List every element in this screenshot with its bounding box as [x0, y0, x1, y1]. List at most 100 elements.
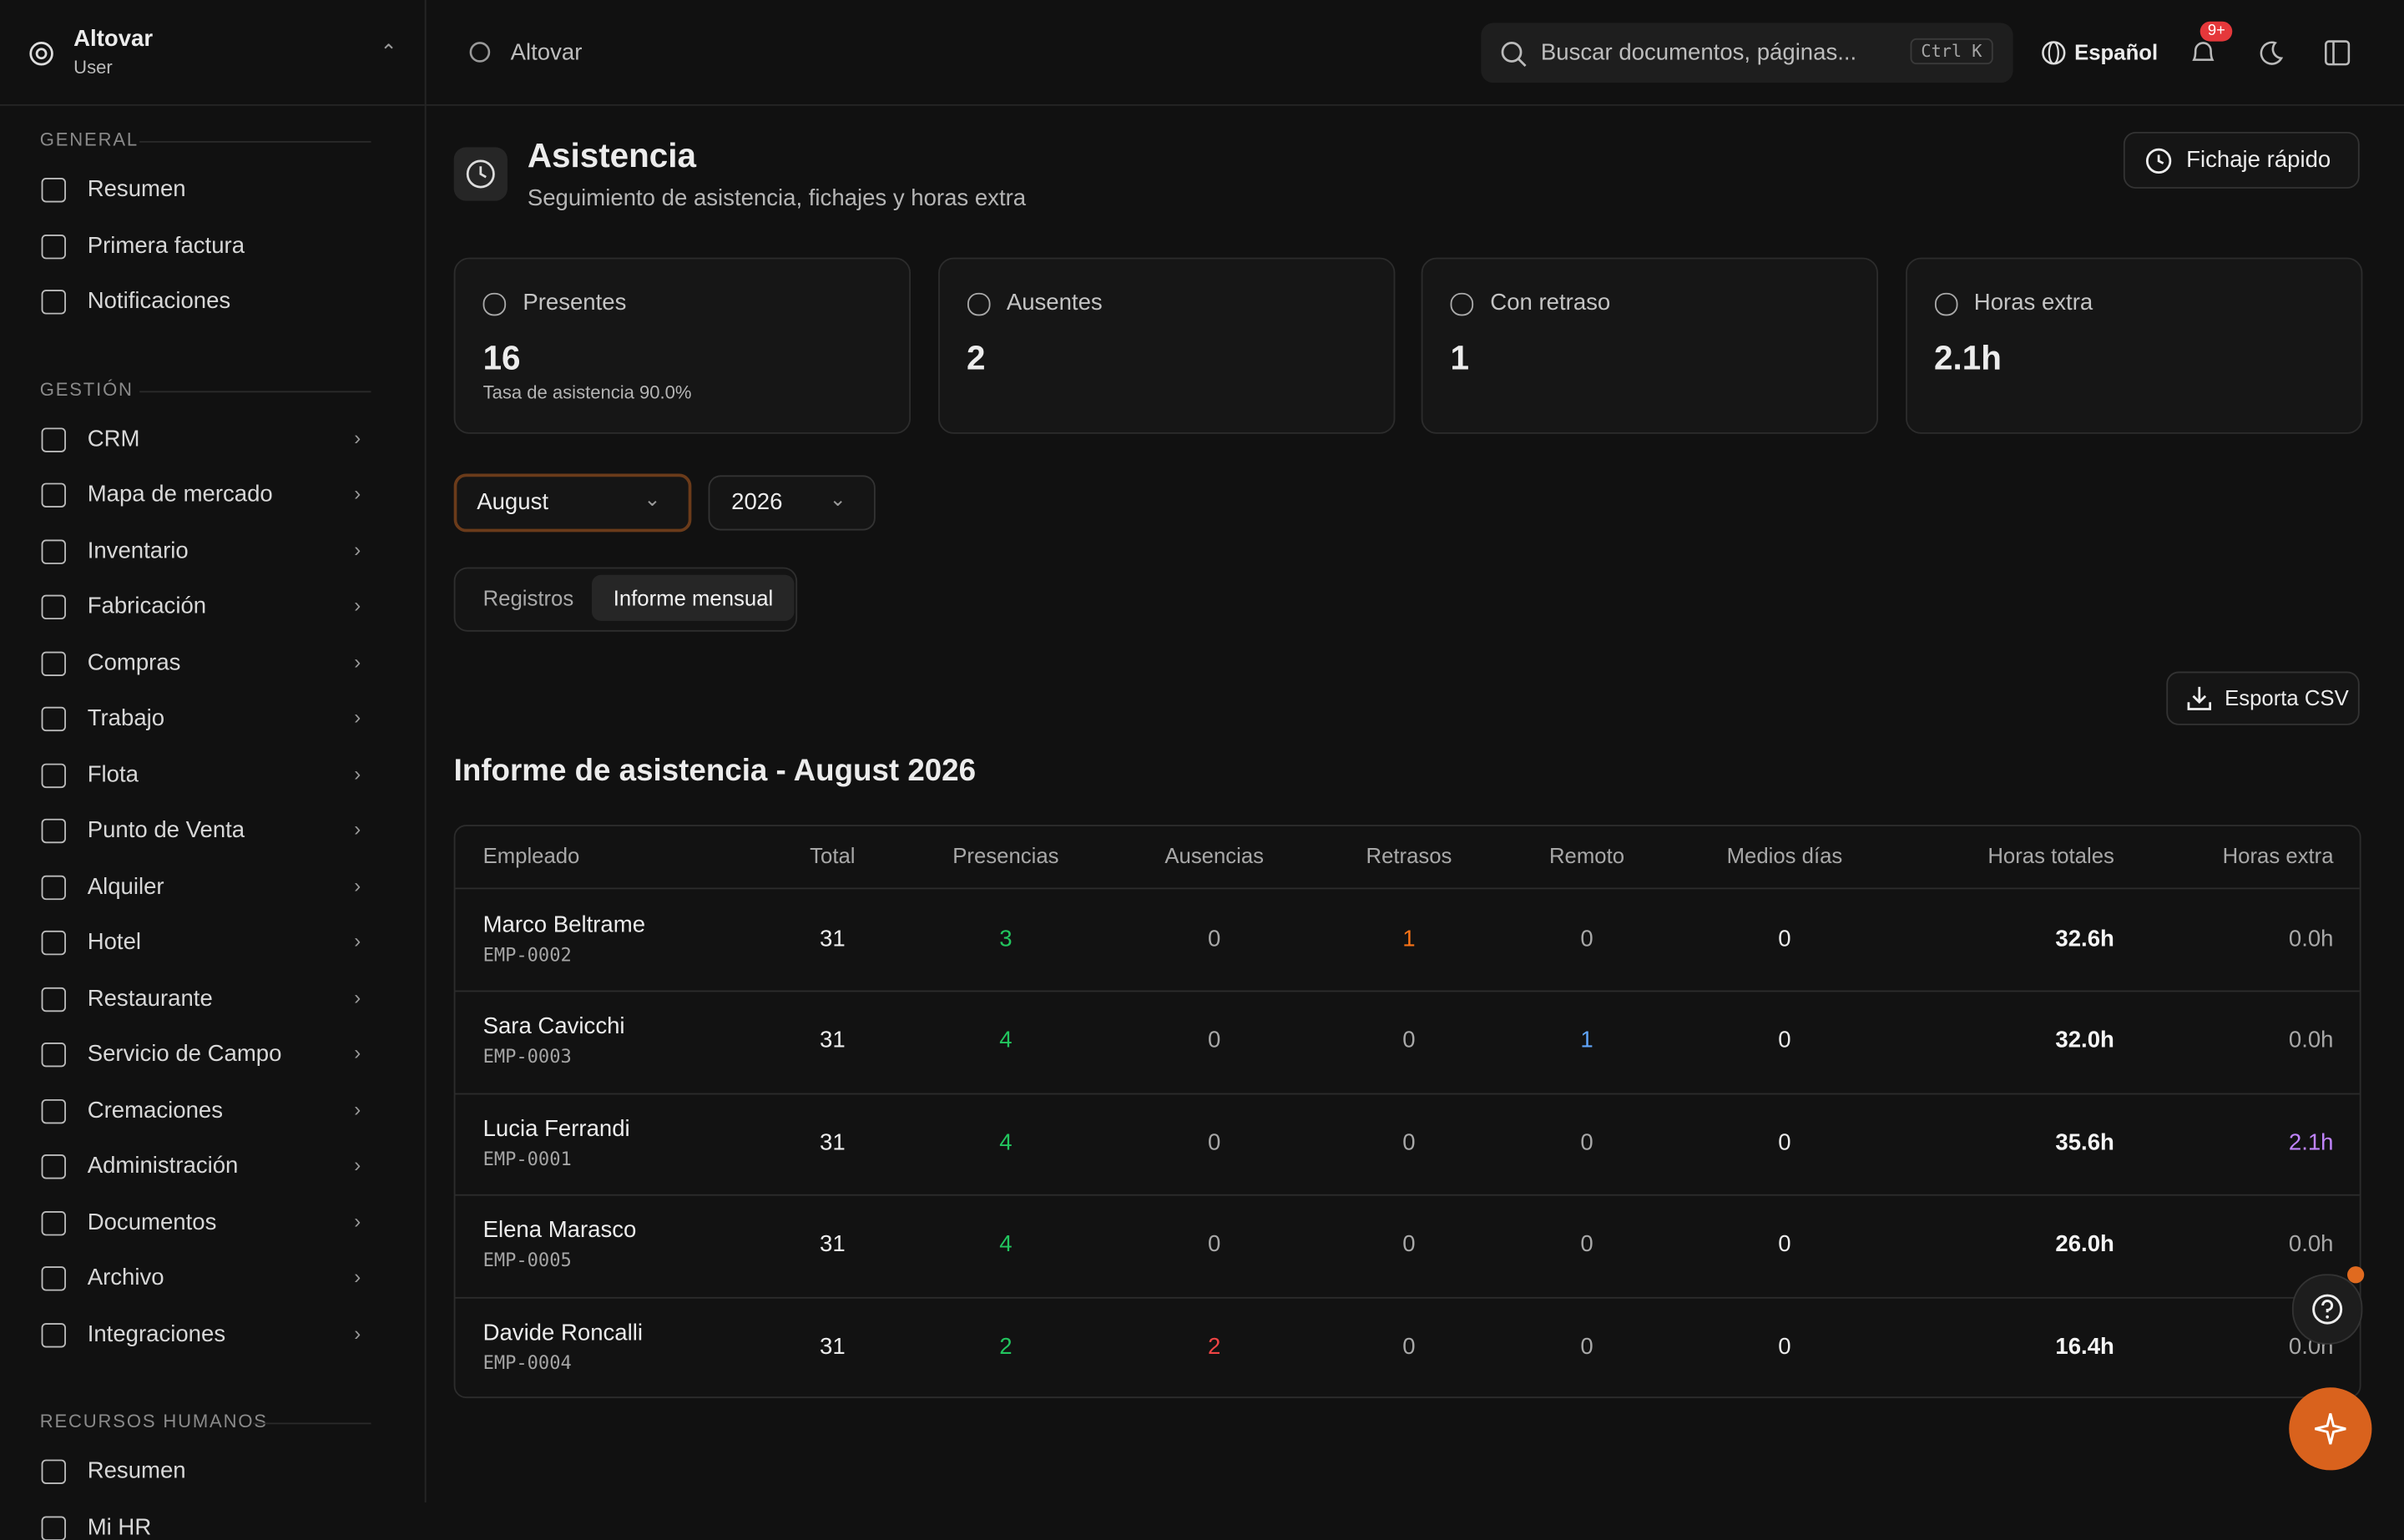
- brand-role: User: [73, 56, 113, 78]
- nav-icon: [41, 1154, 66, 1179]
- chevron: ›: [354, 1097, 361, 1120]
- switch-icon[interactable]: ⌃: [380, 39, 397, 63]
- export-button[interactable]: Esporta CSV: [2166, 671, 2360, 725]
- nav-item[interactable]: Punto de Venta: [87, 816, 245, 844]
- employee-id: EMP-0004: [482, 1351, 572, 1373]
- nav-item[interactable]: Fabricación: [87, 593, 207, 620]
- row-divider: [455, 1194, 2360, 1196]
- nav-icon: [41, 818, 66, 844]
- stat-icon: [1934, 292, 1957, 316]
- search-icon: [1501, 42, 1527, 67]
- nav-item[interactable]: Documentos: [87, 1209, 217, 1235]
- month-value: August: [477, 488, 549, 516]
- nav-item[interactable]: Servicio de Campo: [87, 1041, 282, 1068]
- nav-item[interactable]: Mi HR: [87, 1513, 152, 1540]
- nav-item[interactable]: Compras: [87, 649, 181, 676]
- brand-name: Altovar: [73, 26, 154, 53]
- month-select[interactable]: August ⌄: [453, 473, 692, 533]
- nav-icon: [41, 1459, 66, 1484]
- section-title: RECURSOS HUMANOS: [39, 1410, 268, 1432]
- employee-id: EMP-0005: [482, 1250, 572, 1271]
- stat-icon: [482, 292, 507, 316]
- bell-icon[interactable]: [2189, 38, 2217, 68]
- nav-item[interactable]: Resumen: [87, 1457, 186, 1484]
- table-cell: 0: [1208, 1129, 1221, 1156]
- stat-value: 2: [967, 338, 986, 377]
- year-select[interactable]: 2026 ⌄: [708, 475, 876, 531]
- nav-item[interactable]: Inventario: [87, 537, 189, 564]
- column-header: Total: [810, 843, 856, 868]
- nav-icon: [41, 706, 66, 732]
- nav-item[interactable]: Flota: [87, 760, 139, 788]
- nav-icon: [41, 538, 66, 564]
- ai-button[interactable]: [2289, 1387, 2372, 1471]
- table-cell: 0: [1208, 1231, 1221, 1258]
- nav-item[interactable]: Cremaciones: [87, 1097, 224, 1123]
- chevron: ⌄: [644, 487, 661, 511]
- table-cell: 31: [820, 1129, 846, 1156]
- stat-label: Presentes: [523, 290, 627, 316]
- nav-icon: [41, 986, 66, 1012]
- nav-item[interactable]: Notificaciones: [87, 288, 231, 315]
- nav-item[interactable]: Hotel: [87, 929, 142, 956]
- nav-icon: [41, 1266, 66, 1291]
- search-box[interactable]: Buscar documentos, páginas... Ctrl K: [1481, 23, 2013, 83]
- nav-item[interactable]: CRM: [87, 425, 140, 452]
- employee-name: Sara Cavicchi: [482, 1013, 625, 1041]
- help-button[interactable]: [2291, 1274, 2363, 1345]
- breadcrumb[interactable]: Altovar: [510, 39, 583, 66]
- nav-item[interactable]: Mapa de mercado: [87, 481, 273, 507]
- table-cell: 0.0h: [2288, 1028, 2334, 1054]
- table-cell: 0: [1580, 1231, 1593, 1258]
- section-rule: [253, 1422, 371, 1425]
- chevron: ›: [354, 1320, 361, 1344]
- report-title: Informe de asistencia - August 2026: [453, 754, 977, 789]
- row-divider: [455, 1093, 2360, 1095]
- table-cell: 0: [1208, 926, 1221, 952]
- nav-icon: [41, 482, 66, 507]
- export-label: Esporta CSV: [2225, 685, 2349, 710]
- page-icon: [453, 147, 508, 201]
- nav-item[interactable]: Archivo: [87, 1265, 164, 1291]
- stat-value: 2.1h: [1934, 338, 2002, 377]
- chevron: ›: [354, 873, 361, 896]
- nav-item[interactable]: Alquiler: [87, 873, 164, 900]
- chevron: ›: [354, 649, 361, 673]
- stat-card: Presentes 16 Tasa de asistencia 90.0%: [453, 257, 912, 434]
- table-cell: 0: [1778, 926, 1791, 952]
- panel-icon[interactable]: [2324, 40, 2351, 66]
- stat-icon: [967, 292, 990, 316]
- nav-item[interactable]: Resumen: [87, 176, 186, 203]
- nav-icon: [41, 874, 66, 900]
- breadcrumb-icon: [469, 42, 491, 63]
- nav-item[interactable]: Integraciones: [87, 1320, 226, 1347]
- language[interactable]: Español: [2074, 39, 2159, 65]
- divider: [0, 104, 425, 106]
- nav-item[interactable]: Trabajo: [87, 704, 165, 732]
- table-cell: 31: [820, 1231, 846, 1258]
- nav-item[interactable]: Administración: [87, 1153, 239, 1179]
- table-cell: 31: [820, 1333, 846, 1360]
- theme-icon[interactable]: [2257, 40, 2285, 68]
- chevron: ›: [354, 704, 361, 729]
- nav-item[interactable]: Restaurante: [87, 985, 213, 1012]
- table-cell: 4: [999, 1231, 1013, 1258]
- table-cell: 0: [1778, 1028, 1791, 1054]
- column-header: Remoto: [1548, 843, 1625, 868]
- chevron: ›: [354, 1265, 361, 1288]
- table-cell: 32.6h: [2055, 926, 2114, 952]
- shortcut: Ctrl K: [1910, 38, 1993, 65]
- tab[interactable]: Informe mensual: [591, 574, 795, 621]
- chevron: ›: [354, 537, 361, 561]
- nav-icon: [41, 290, 66, 315]
- chevron: ›: [354, 985, 361, 1008]
- table-cell: 0.0h: [2288, 1333, 2334, 1360]
- chevron: ›: [354, 425, 361, 449]
- tab[interactable]: Registros: [482, 585, 574, 611]
- nav-item[interactable]: Primera factura: [87, 232, 245, 259]
- quick-clock-button[interactable]: Fichaje rápido: [2123, 131, 2360, 189]
- row-divider: [455, 991, 2360, 993]
- table-cell: 26.0h: [2055, 1231, 2114, 1258]
- section-title: GESTIÓN: [39, 377, 134, 400]
